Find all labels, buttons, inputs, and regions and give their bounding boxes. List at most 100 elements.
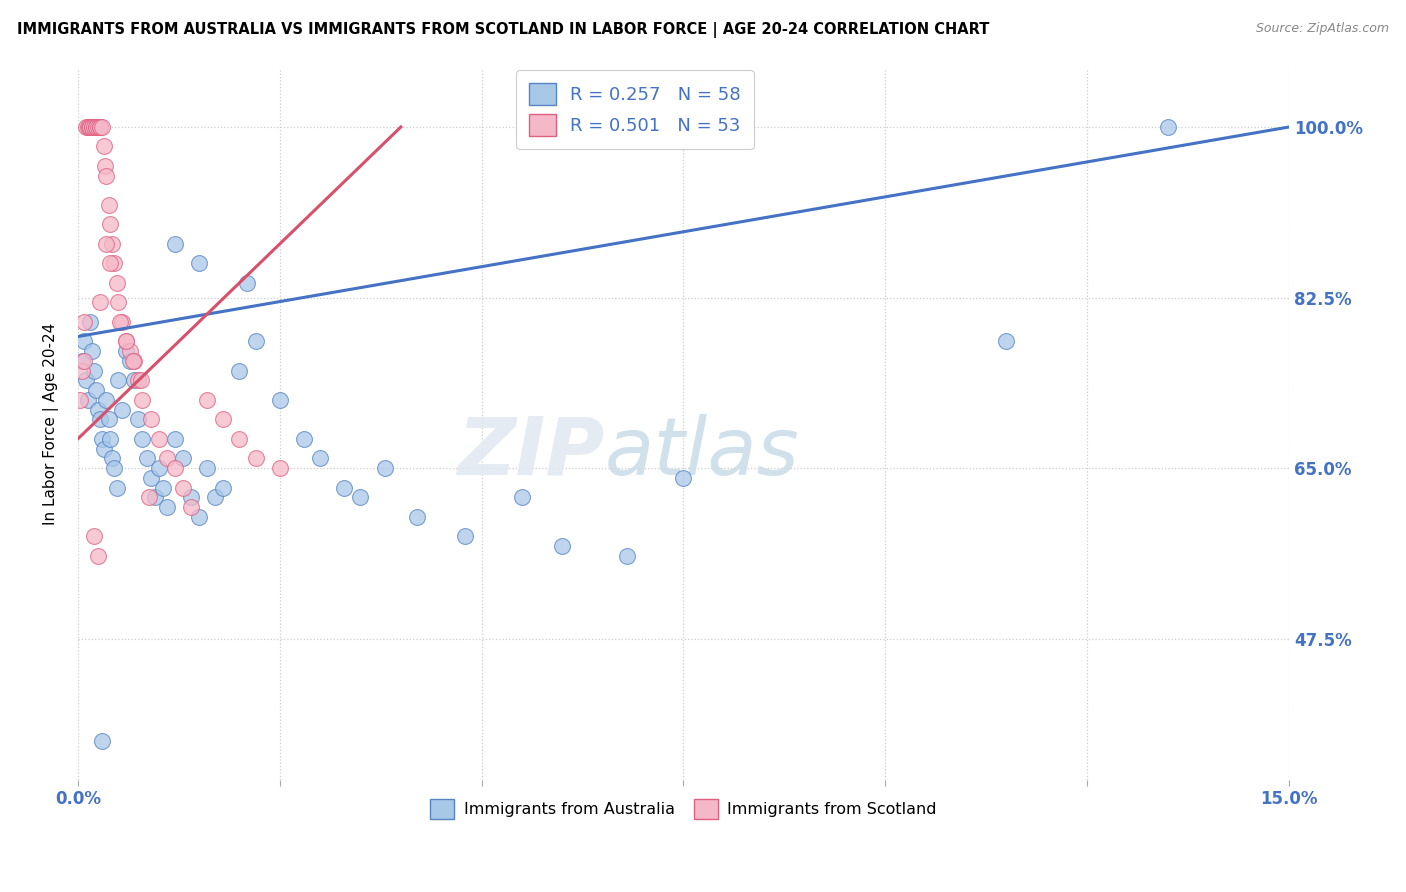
Point <box>84 120 107 134</box>
Point <box>195 461 218 475</box>
Point <box>82 344 104 359</box>
Point <box>93 139 115 153</box>
Point <box>672 471 695 485</box>
Point <box>111 402 134 417</box>
Point <box>70 354 93 368</box>
Text: IMMIGRANTS FROM AUSTRALIA VS IMMIGRANTS FROM SCOTLAND IN LABOR FORCE | AGE 20-24: IMMIGRANTS FROM AUSTRALIA VS IMMIGRANTS … <box>17 22 990 38</box>
Point <box>120 354 142 368</box>
Point <box>93 159 115 173</box>
Point <box>180 500 202 514</box>
Point <box>135 451 157 466</box>
Point <box>75 373 97 387</box>
Point <box>139 412 162 426</box>
Point <box>83 364 105 378</box>
Point <box>80 120 103 134</box>
Point <box>139 471 162 485</box>
Point <box>91 432 114 446</box>
Point <box>131 432 153 446</box>
Point <box>245 451 267 466</box>
Point <box>107 295 129 310</box>
Point <box>143 491 166 505</box>
Point <box>97 412 120 426</box>
Point <box>103 461 125 475</box>
Point <box>89 120 111 134</box>
Point <box>148 432 170 446</box>
Point <box>195 392 218 407</box>
Point <box>97 198 120 212</box>
Point <box>79 120 101 134</box>
Point <box>156 500 179 514</box>
Point <box>83 120 105 134</box>
Point <box>107 373 129 387</box>
Point <box>82 120 104 134</box>
Point <box>101 451 124 466</box>
Point <box>77 120 100 134</box>
Text: ZIP: ZIP <box>457 414 605 491</box>
Point <box>87 402 110 417</box>
Point <box>127 412 149 426</box>
Point <box>121 354 143 368</box>
Point <box>94 236 117 251</box>
Y-axis label: In Labor Force | Age 20-24: In Labor Force | Age 20-24 <box>44 323 59 525</box>
Point <box>551 539 574 553</box>
Point <box>69 392 91 407</box>
Point <box>98 432 121 446</box>
Text: atlas: atlas <box>605 414 800 491</box>
Point <box>172 451 194 466</box>
Point <box>995 334 1018 349</box>
Point <box>105 481 128 495</box>
Point <box>70 364 93 378</box>
Point <box>406 509 429 524</box>
Point <box>76 392 98 407</box>
Point <box>129 373 152 387</box>
Point <box>138 491 160 505</box>
Point <box>120 344 142 359</box>
Point <box>108 315 131 329</box>
Point <box>228 432 250 446</box>
Point <box>87 120 110 134</box>
Point <box>309 451 332 466</box>
Point <box>212 481 235 495</box>
Point <box>236 276 259 290</box>
Point <box>152 481 174 495</box>
Point <box>79 315 101 329</box>
Point <box>73 334 96 349</box>
Point <box>87 549 110 563</box>
Point <box>269 392 291 407</box>
Point <box>72 354 94 368</box>
Point <box>98 218 121 232</box>
Point <box>84 383 107 397</box>
Point <box>269 461 291 475</box>
Point <box>292 432 315 446</box>
Text: Source: ZipAtlas.com: Source: ZipAtlas.com <box>1256 22 1389 36</box>
Point <box>94 169 117 183</box>
Point <box>188 256 211 270</box>
Point <box>115 344 138 359</box>
Point <box>83 529 105 543</box>
Point <box>86 120 108 134</box>
Point <box>349 491 371 505</box>
Point <box>454 529 477 543</box>
Point <box>91 734 114 748</box>
Point <box>156 451 179 466</box>
Point <box>124 373 146 387</box>
Point <box>75 120 97 134</box>
Point <box>103 256 125 270</box>
Point <box>127 373 149 387</box>
Point <box>172 481 194 495</box>
Point <box>1157 120 1180 134</box>
Point <box>148 461 170 475</box>
Point <box>115 334 138 349</box>
Point <box>93 442 115 456</box>
Point <box>510 491 533 505</box>
Point <box>204 491 226 505</box>
Point <box>616 549 638 563</box>
Point <box>212 412 235 426</box>
Point <box>115 334 138 349</box>
Point <box>94 392 117 407</box>
Point <box>188 509 211 524</box>
Point <box>101 236 124 251</box>
Point <box>91 120 114 134</box>
Point <box>89 295 111 310</box>
Point <box>73 315 96 329</box>
